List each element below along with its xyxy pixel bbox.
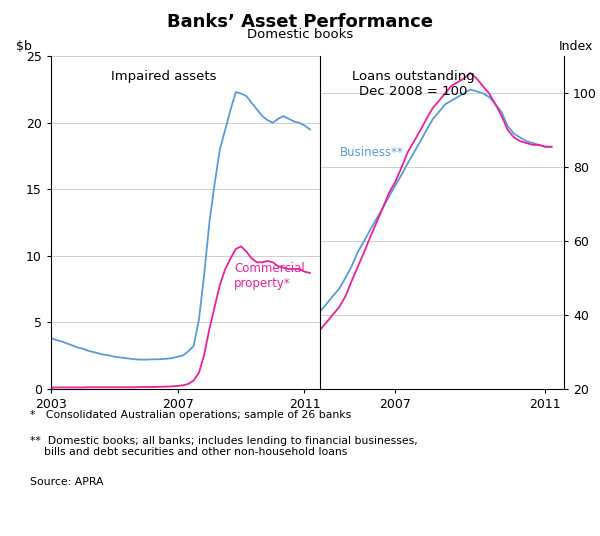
Text: Index: Index bbox=[559, 40, 593, 53]
Text: Loans outstanding
Dec 2008 = 100: Loans outstanding Dec 2008 = 100 bbox=[352, 70, 474, 98]
Text: Commercial
property*: Commercial property* bbox=[234, 262, 305, 291]
Text: Banks’ Asset Performance: Banks’ Asset Performance bbox=[167, 13, 433, 32]
Text: *   Consolidated Australian operations; sample of 26 banks: * Consolidated Australian operations; sa… bbox=[30, 410, 351, 420]
Text: Source: APRA: Source: APRA bbox=[30, 477, 104, 487]
Text: **  Domestic books; all banks; includes lending to financial businesses,
    bil: ** Domestic books; all banks; includes l… bbox=[30, 436, 418, 457]
Text: $b: $b bbox=[16, 40, 32, 53]
Text: Business**: Business** bbox=[340, 146, 404, 159]
Text: Impaired assets: Impaired assets bbox=[112, 70, 217, 83]
Text: Domestic books: Domestic books bbox=[247, 28, 353, 41]
